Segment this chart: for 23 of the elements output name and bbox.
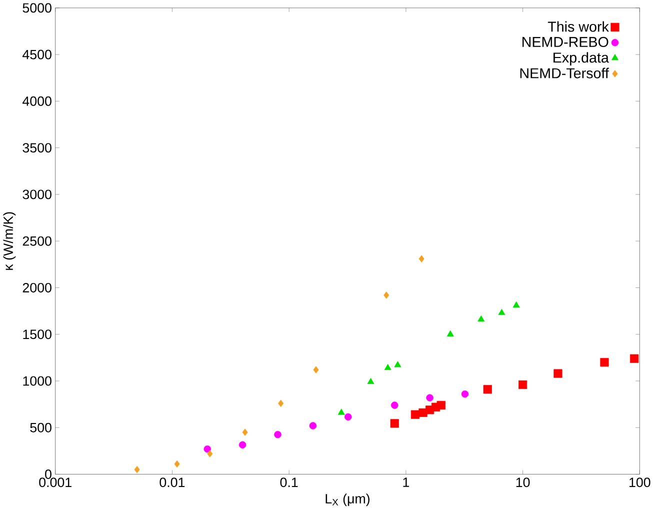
x-tick-label: 10 (516, 477, 530, 487)
legend-label: NEMD-REBO (522, 36, 608, 47)
x-tick-label: 1 (403, 477, 409, 487)
y-tick-label: 5000 (22, 3, 52, 13)
y-tick-label: 3500 (22, 142, 52, 152)
y-tick-label: 4500 (22, 50, 52, 60)
y-tick-label: 1500 (23, 329, 52, 339)
x-tick-label: 0.1 (280, 477, 298, 487)
y-tick-label: 0 (45, 469, 52, 479)
y-tick-label: 2000 (22, 282, 52, 292)
y-tick-label: 2500 (22, 236, 52, 246)
x-tick-label: 0.001 (39, 477, 72, 487)
x-tick-label: 0.01 (160, 477, 185, 487)
legend-label: NEMD-Tersoff (520, 68, 609, 78)
y-axis-title: κ (W/m/K) (3, 212, 16, 270)
y-tick-label: 3000 (22, 190, 52, 200)
x-axis-title: L$_{X}$ (μm) (326, 494, 370, 506)
y-tick-label: 500 (30, 422, 52, 432)
y-tick-label: 1000 (23, 376, 52, 386)
y-tick-label: 4000 (22, 96, 52, 106)
legend-label: Exp.data (554, 52, 609, 66)
legend-label: This work (548, 21, 609, 32)
x-tick-label: 100 (630, 477, 650, 487)
